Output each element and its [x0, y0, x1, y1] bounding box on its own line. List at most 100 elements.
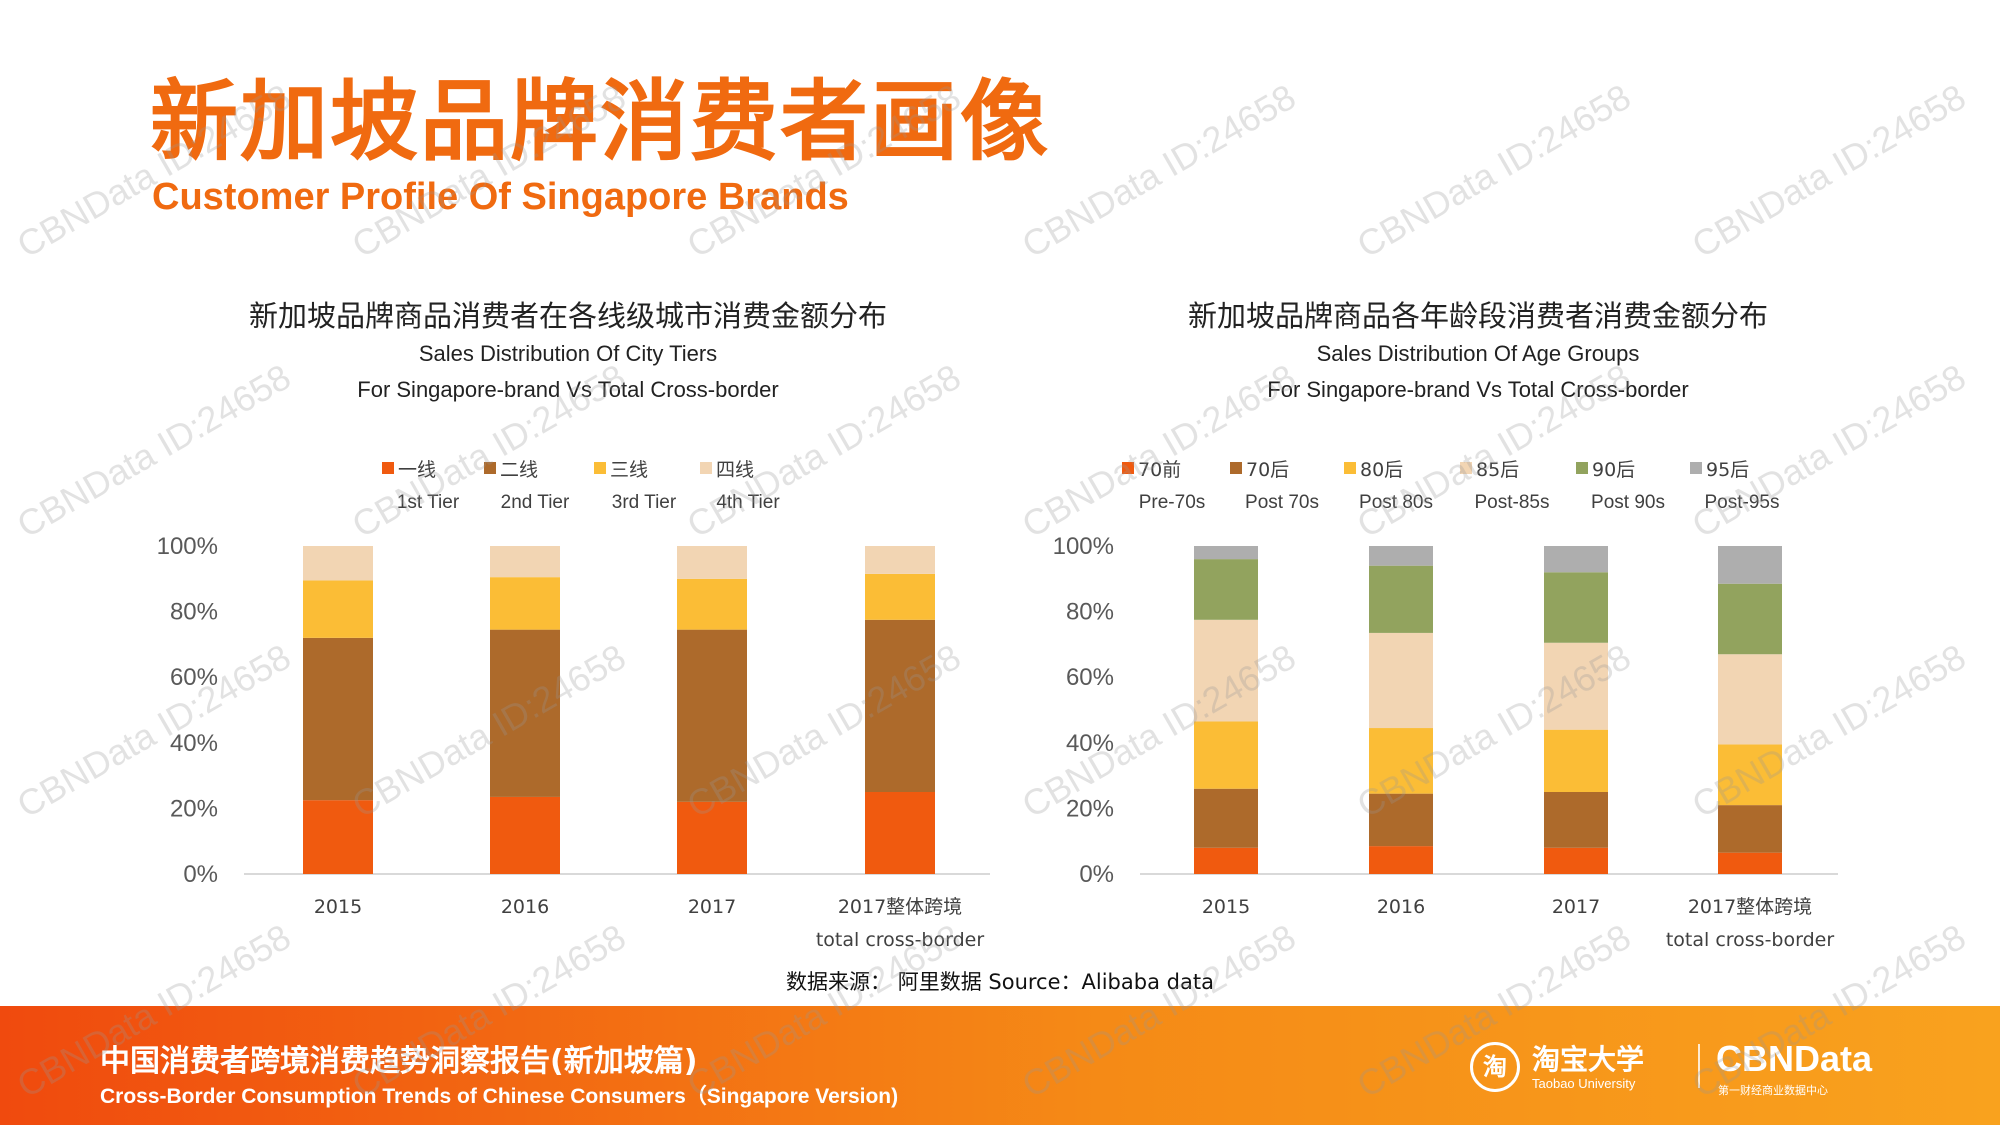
taobao-university-icon: 淘 — [1470, 1042, 1520, 1092]
y-tick-label: 40% — [1066, 730, 1114, 757]
legend-label-en: Post-95s — [1705, 492, 1780, 513]
bar-segment-4th-tier — [303, 546, 373, 581]
bar-segment-4th-tier — [865, 546, 935, 574]
cbndata-logo: CBNData — [1716, 1038, 1873, 1079]
bar-segment-post-95s — [1544, 546, 1608, 573]
bar-segment-2nd-tier — [865, 619, 935, 792]
x-tick-label: 2015 — [314, 896, 362, 918]
bar-segment-post-70s — [1194, 788, 1258, 848]
bar-segment-post-80s — [1544, 729, 1608, 792]
bar-segment-post-80s — [1718, 744, 1782, 806]
legend-label: 四线 — [716, 459, 754, 481]
bar-segment-pre-70s — [1718, 852, 1782, 874]
chart-2-title-en-2: For Singapore-brand Vs Total Cross-borde… — [1267, 377, 1689, 402]
bar-segment-post-70s — [1544, 792, 1608, 848]
x-tick-label-en: total cross-border — [816, 929, 985, 951]
bar-segment-post-85s — [1369, 632, 1433, 729]
bar-segment-post-70s — [1369, 793, 1433, 847]
legend-label: 70后 — [1246, 459, 1289, 481]
legend-label: 三线 — [610, 459, 648, 481]
legend-label-en: Post 90s — [1591, 492, 1665, 513]
footer-banner: 中国消费者跨境消费趋势洞察报告(新加坡篇) Cross-Border Consu… — [0, 1006, 2000, 1125]
x-tick-label: 2016 — [1377, 896, 1425, 918]
chart-1-title-cn: 新加坡品牌商品消费者在各线级城市消费金额分布 — [248, 299, 887, 333]
legend-label: 95后 — [1706, 459, 1749, 481]
legend-label-en: 2nd Tier — [501, 492, 570, 513]
cbndata-tagline: 第一财经商业数据中心 — [1718, 1084, 1828, 1097]
bar-segment-3rd-tier — [677, 578, 747, 630]
y-tick-label: 80% — [170, 599, 218, 626]
bar-segment-4th-tier — [490, 546, 560, 578]
bar-segment-post-85s — [1718, 654, 1782, 745]
footer-title-en: Cross-Border Consumption Trends of Chine… — [100, 1085, 899, 1108]
legend-label-en: Post 80s — [1359, 492, 1433, 513]
chart-2-title-cn: 新加坡品牌商品各年龄段消费者消费金额分布 — [1187, 299, 1768, 333]
bar-segment-post-85s — [1544, 642, 1608, 730]
legend-label-en: Post 70s — [1245, 492, 1319, 513]
x-tick-label: 2017整体跨境 — [838, 896, 962, 918]
page-subtitle: Customer Profile Of Singapore Brands — [152, 176, 849, 218]
legend-label-en: Post-85s — [1475, 492, 1550, 513]
legend-swatch — [1690, 462, 1702, 474]
bar-segment-post-80s — [1194, 721, 1258, 789]
y-tick-label: 0% — [1079, 861, 1114, 888]
legend-label: 80后 — [1360, 459, 1403, 481]
y-tick-label: 20% — [170, 795, 218, 822]
bar-segment-pre-70s — [1544, 847, 1608, 874]
bar-segment-3rd-tier — [865, 573, 935, 620]
x-tick-label: 2016 — [501, 896, 549, 918]
legend-swatch — [484, 462, 496, 474]
legend-label-en: 3rd Tier — [612, 492, 677, 513]
bar-segment-pre-70s — [1194, 847, 1258, 874]
bar-segment-1st-tier — [677, 801, 747, 874]
legend-label: 90后 — [1592, 459, 1635, 481]
x-tick-label: 2015 — [1202, 896, 1250, 918]
chart-2-title: 新加坡品牌商品各年龄段消费者消费金额分布 Sales Distribution … — [1028, 296, 1928, 408]
y-tick-label: 100% — [157, 533, 218, 560]
bar-segment-3rd-tier — [303, 580, 373, 638]
y-tick-label: 60% — [1066, 664, 1114, 691]
chart-2-title-en-1: Sales Distribution Of Age Groups — [1316, 341, 1640, 366]
footer-logos: 淘 淘宝大学 Taobao University CBNData 第一财经商业数… — [1470, 1038, 1890, 1098]
logo-divider — [1698, 1044, 1700, 1088]
bar-segment-2nd-tier — [303, 637, 373, 801]
y-tick-label: 20% — [1066, 795, 1114, 822]
x-tick-label: 2017整体跨境 — [1688, 896, 1812, 918]
chart-1-title: 新加坡品牌商品消费者在各线级城市消费金额分布 Sales Distributio… — [118, 296, 1018, 408]
legend-swatch — [382, 462, 394, 474]
legend-label-en: Pre-70s — [1139, 492, 1206, 513]
legend-label-en: 1st Tier — [397, 492, 460, 513]
bar-segment-post-95s — [1194, 546, 1258, 560]
legend-swatch — [1460, 462, 1472, 474]
charts-canvas: 0% 20% 40% 60% 80% 100% 2015 2016 2017 2017整体跨境 to… — [157, 459, 1838, 951]
taobao-university-en: Taobao University — [1532, 1076, 1636, 1091]
taobao-university-name: 淘宝大学 — [1532, 1043, 1645, 1076]
bar-segment-1st-tier — [303, 800, 373, 874]
bar-segment-pre-70s — [1369, 846, 1433, 874]
bar-segment-4th-tier — [677, 546, 747, 579]
bar-segment-post-70s — [1718, 805, 1782, 853]
x-tick-label: 2017 — [1552, 896, 1600, 918]
legend-label: 85后 — [1476, 459, 1519, 481]
bar-segment-post-90s — [1718, 583, 1782, 655]
bar-segment-1st-tier — [490, 796, 560, 874]
x-tick-label: 2017 — [688, 896, 736, 918]
y-tick-label: 40% — [170, 730, 218, 757]
chart-1-title-en-2: For Singapore-brand Vs Total Cross-borde… — [357, 377, 779, 402]
legend-label: 一线 — [398, 459, 436, 481]
y-tick-label: 80% — [1066, 599, 1114, 626]
legend-label: 二线 — [500, 459, 538, 481]
bar-segment-post-95s — [1369, 546, 1433, 566]
footer-title-cn: 中国消费者跨境消费趋势洞察报告(新加坡篇) — [100, 1044, 698, 1079]
bar-segment-3rd-tier — [490, 577, 560, 630]
bar-segment-2nd-tier — [490, 629, 560, 797]
y-tick-label: 60% — [170, 664, 218, 691]
bar-segment-post-90s — [1544, 572, 1608, 643]
legend-swatch — [1576, 462, 1588, 474]
bar-segment-post-85s — [1194, 619, 1258, 722]
legend-swatch — [1230, 462, 1242, 474]
page-title: 新加坡品牌消费者画像 — [150, 70, 1051, 173]
legend-swatch — [1122, 462, 1134, 474]
bar-segment-post-80s — [1369, 728, 1433, 794]
data-source: 数据来源： 阿里数据 Source：Alibaba data — [786, 970, 1214, 994]
